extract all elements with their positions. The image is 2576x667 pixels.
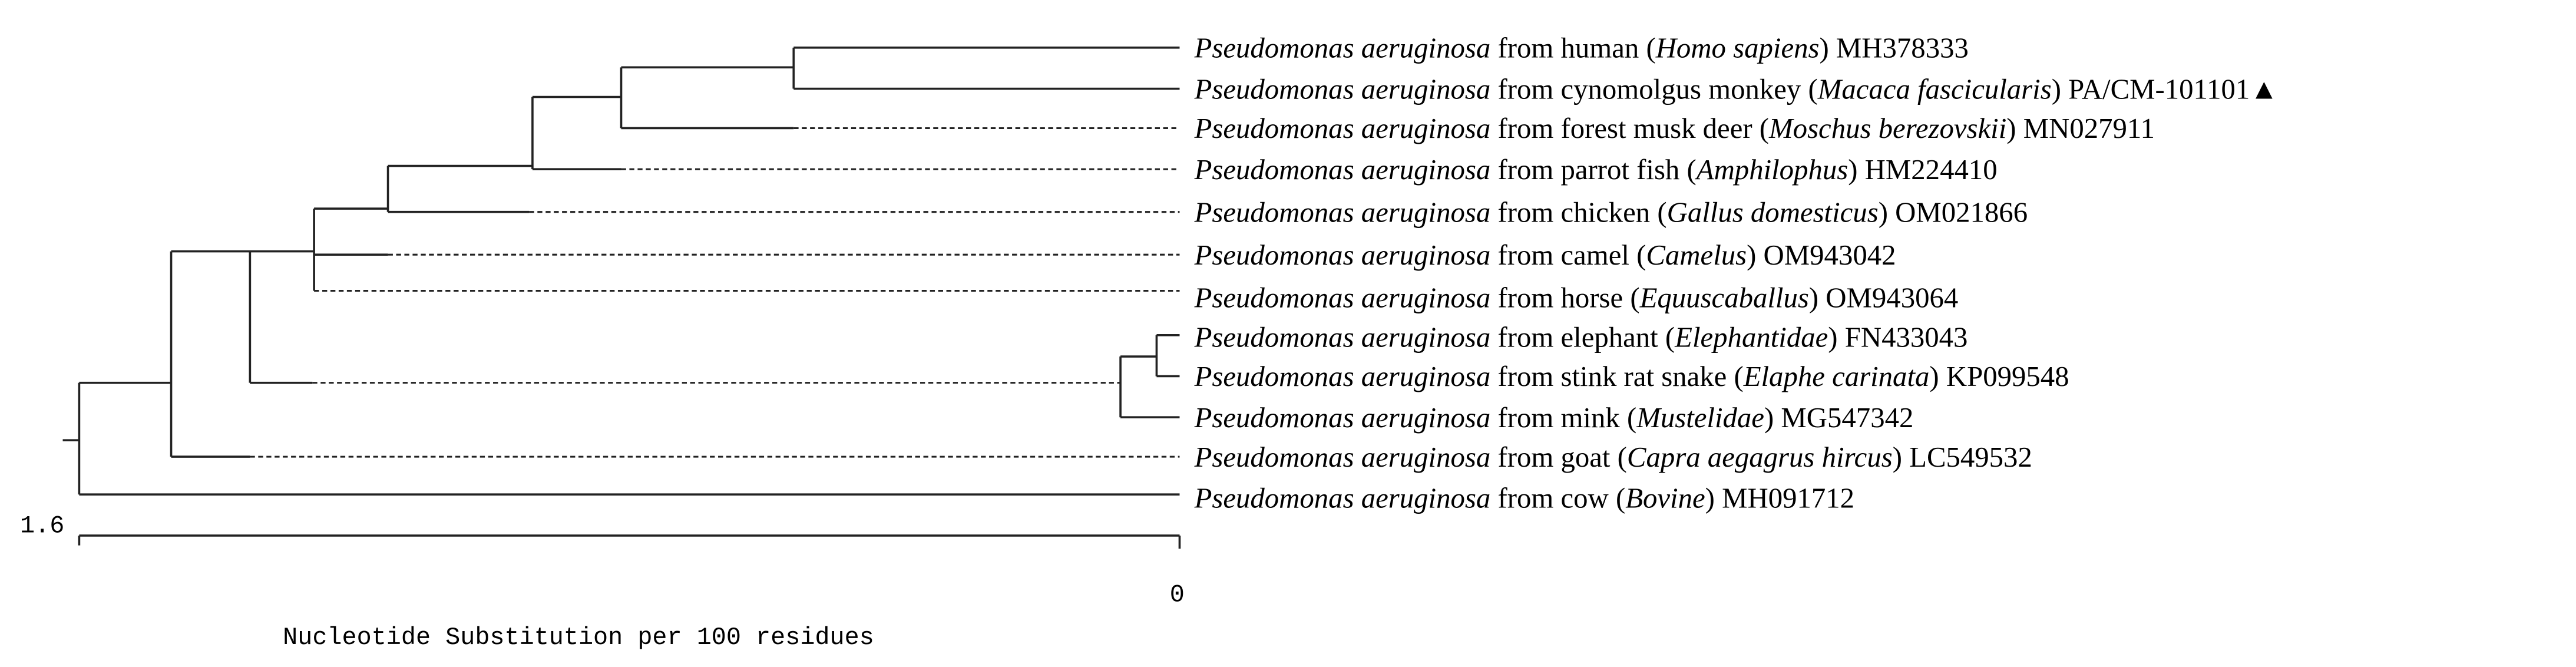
leaf-host: Macaca fascicularis bbox=[1817, 73, 2052, 105]
leaf-species: Pseudomonas aeruginosa bbox=[1194, 483, 1491, 514]
leaf-accession: ) PA/CM-101101▲ bbox=[2052, 73, 2279, 105]
leaf-host: Moschus berezovskii bbox=[1768, 113, 2006, 144]
leaf-label: Pseudomonas aeruginosa from chicken (Gal… bbox=[1194, 196, 2028, 228]
leaf-accession: ) MN027911 bbox=[2006, 113, 2155, 144]
scale-right-label: 0 bbox=[1170, 580, 1185, 609]
leaf-label: Pseudomonas aeruginosa from parrot fish … bbox=[1194, 154, 1998, 186]
leaf-accession: ) FN433043 bbox=[1828, 321, 1967, 353]
leaf-text: from goat ( bbox=[1490, 441, 1627, 473]
leaf-accession: ) MG547342 bbox=[1764, 402, 1913, 434]
leaf-text: from chicken ( bbox=[1490, 196, 1666, 228]
leaf-label: Pseudomonas aeruginosa from camel (Camel… bbox=[1194, 239, 1896, 271]
leaf-accession: ) LC549532 bbox=[1893, 441, 2032, 473]
leaf-label: Pseudomonas aeruginosa from forest musk … bbox=[1194, 113, 2155, 144]
leaf-host: Camelus bbox=[1646, 239, 1747, 271]
leaf-text: from forest musk deer ( bbox=[1490, 113, 1769, 144]
leaf-text: from camel ( bbox=[1490, 239, 1646, 271]
leaf-host: Homo sapiens bbox=[1655, 32, 1820, 64]
leaf-accession: ) KP099548 bbox=[1929, 361, 2069, 392]
leaf-species: Pseudomonas aeruginosa bbox=[1194, 113, 1491, 144]
leaf-species: Pseudomonas aeruginosa bbox=[1194, 73, 1491, 105]
leaf-label: Pseudomonas aeruginosa from stink rat sn… bbox=[1194, 361, 2069, 392]
leaf-species: Pseudomonas aeruginosa bbox=[1194, 154, 1491, 186]
leaf-host: Mustelidae bbox=[1636, 402, 1764, 434]
leaf-species: Pseudomonas aeruginosa bbox=[1194, 441, 1491, 473]
leaf-text: from horse ( bbox=[1490, 282, 1639, 313]
leaf-text: from stink rat snake ( bbox=[1490, 361, 1743, 392]
leaf-label: Pseudomonas aeruginosa from mink (Mustel… bbox=[1194, 402, 1914, 434]
leaf-text: from elephant ( bbox=[1490, 321, 1675, 353]
scale-axis-label: Nucleotide Substitution per 100 residues bbox=[283, 623, 874, 652]
leaf-text: from mink ( bbox=[1490, 402, 1636, 434]
leaf-label: Pseudomonas aeruginosa from horse (Equus… bbox=[1194, 282, 1959, 313]
leaf-species: Pseudomonas aeruginosa bbox=[1194, 282, 1491, 313]
scale-left-label: 1.6 bbox=[20, 511, 64, 540]
leaf-accession: ) MH378333 bbox=[1819, 32, 1968, 64]
leaf-species: Pseudomonas aeruginosa bbox=[1194, 321, 1491, 353]
leaf-host: Elephantidae bbox=[1674, 321, 1828, 353]
leaf-accession: ) MH091712 bbox=[1705, 483, 1854, 514]
leaf-host: Capra aegagrus hircus bbox=[1627, 441, 1893, 473]
leaf-label: Pseudomonas aeruginosa from elephant (El… bbox=[1194, 321, 1968, 353]
leaf-species: Pseudomonas aeruginosa bbox=[1194, 402, 1491, 434]
leaf-accession: ) OM943064 bbox=[1809, 282, 1958, 313]
leaf-label: Pseudomonas aeruginosa from cynomolgus m… bbox=[1194, 73, 2279, 105]
leaf-accession: ) OM943042 bbox=[1747, 239, 1896, 271]
leaf-species: Pseudomonas aeruginosa bbox=[1194, 196, 1491, 228]
leaf-host: Elaphe carinata bbox=[1743, 361, 1930, 392]
leaf-text: from human ( bbox=[1490, 32, 1655, 64]
leaf-host: Gallus domesticus bbox=[1667, 196, 1879, 228]
leaf-host: Amphilophus bbox=[1695, 154, 1848, 186]
leaf-label: Pseudomonas aeruginosa from goat (Capra … bbox=[1194, 441, 2032, 473]
leaf-label: Pseudomonas aeruginosa from human (Homo … bbox=[1194, 32, 1969, 64]
leaf-host: Bovine bbox=[1625, 483, 1705, 514]
leaf-species: Pseudomonas aeruginosa bbox=[1194, 361, 1491, 392]
leaf-host: Equuscaballus bbox=[1639, 282, 1809, 313]
leaf-label: Pseudomonas aeruginosa from cow (Bovine)… bbox=[1194, 483, 1854, 514]
leaf-species: Pseudomonas aeruginosa bbox=[1194, 239, 1491, 271]
leaf-accession: ) HM224410 bbox=[1848, 154, 1997, 186]
leaf-text: from parrot fish ( bbox=[1490, 154, 1697, 186]
scale-bar: 1.6 0 Nucleotide Substitution per 100 re… bbox=[20, 511, 1185, 652]
leaf-text: from cynomolgus monkey ( bbox=[1490, 73, 1817, 105]
leaf-text: from cow ( bbox=[1490, 483, 1625, 514]
leaf-accession: ) OM021866 bbox=[1879, 196, 2028, 228]
branches bbox=[62, 47, 1180, 496]
leaf-species: Pseudomonas aeruginosa bbox=[1194, 32, 1491, 64]
